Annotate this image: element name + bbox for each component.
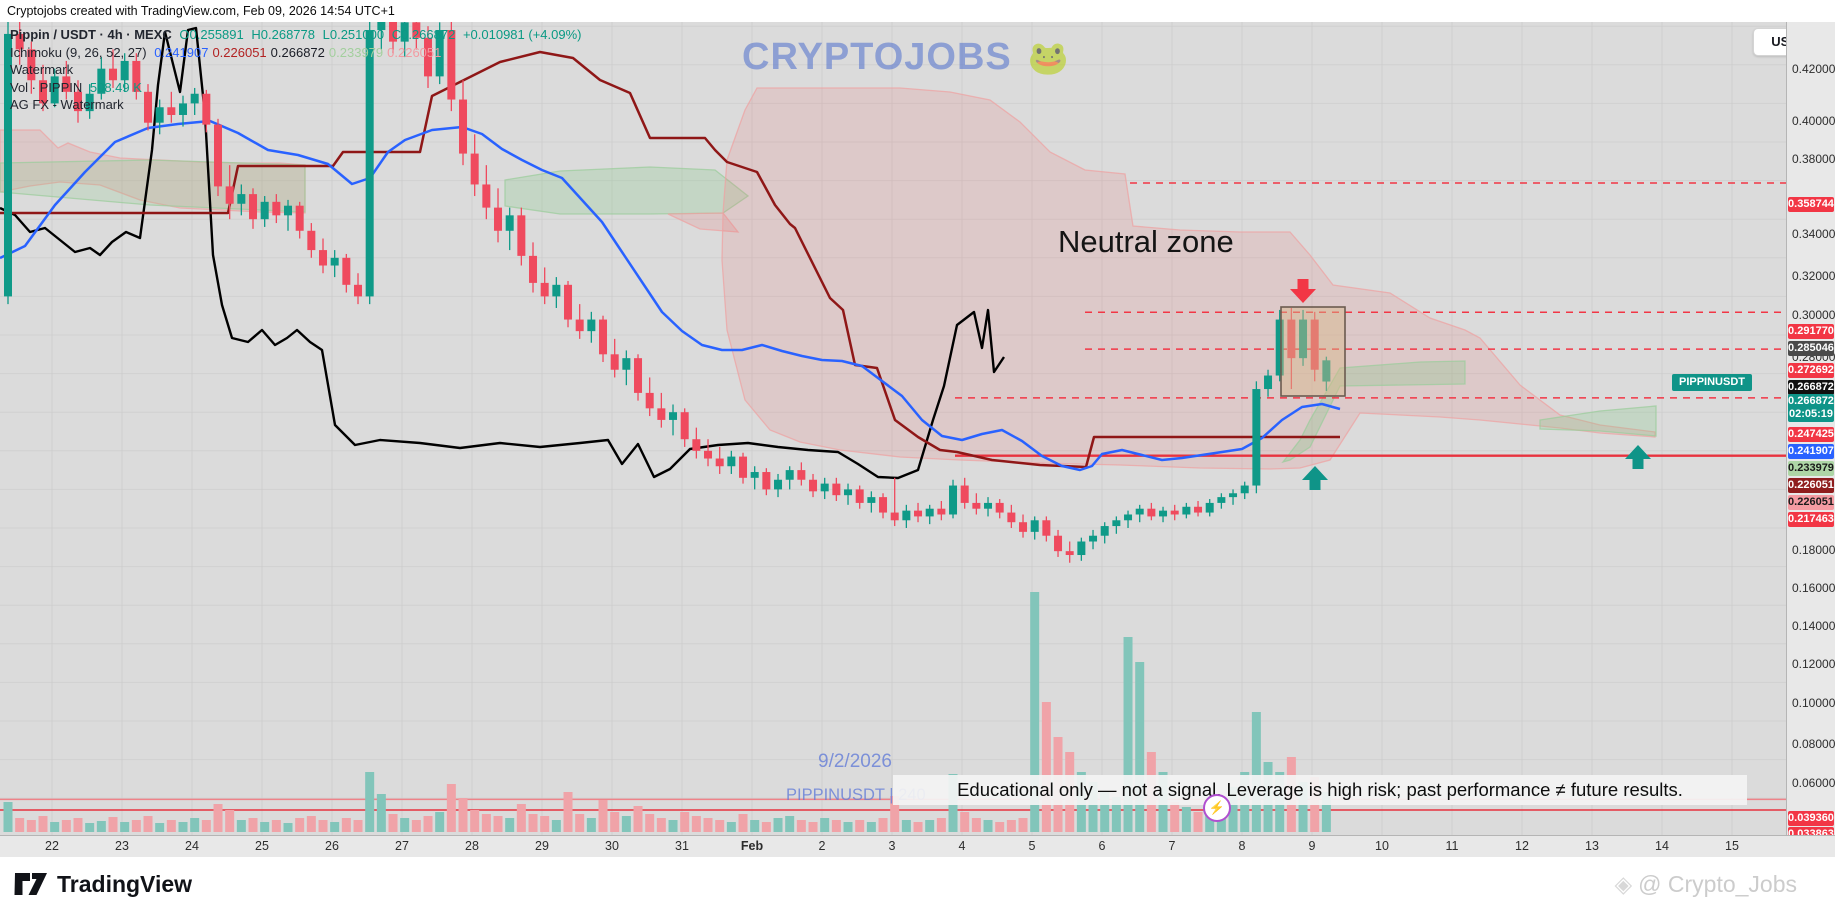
ichimoku-value: 0.266872	[270, 44, 325, 60]
price-label: 0.226051	[1788, 478, 1834, 493]
ohlc-open: O0.255891	[179, 27, 244, 42]
time-tick: 3	[888, 839, 896, 853]
ohlc-change: +0.010981 (+4.09%)	[462, 27, 582, 42]
legend-ichimoku-row: Ichimoku (9, 26, 52, 27) 0.241907 0.22605…	[10, 44, 582, 62]
time-tick: Feb	[740, 839, 764, 853]
price-label: 0.358744	[1788, 197, 1834, 212]
price-label: 0.241907	[1788, 444, 1834, 459]
time-tick: 27	[395, 839, 409, 853]
time-tick: 12	[1515, 839, 1529, 853]
time-tick: 24	[185, 839, 199, 853]
time-tick: 31	[675, 839, 689, 853]
time-tick: 11	[1445, 839, 1459, 853]
time-tick: 13	[1585, 839, 1599, 853]
price-label: 0.233979	[1788, 461, 1834, 476]
time-tick: 30	[605, 839, 619, 853]
watermark-date: 9/2/2026	[818, 751, 892, 772]
time-tick: 15	[1725, 839, 1739, 853]
disclaimer-banner: Educational only — not a signal. Leverag…	[893, 775, 1747, 805]
chart-canvas[interactable]	[0, 22, 1786, 835]
price-label: 0.291770	[1788, 324, 1834, 339]
credit-watermark: ◈ @ Crypto_Jobs	[1614, 871, 1797, 898]
ichimoku-label: Ichimoku (9, 26, 52, 27)	[10, 44, 147, 60]
ichimoku-value: 0.241907	[154, 44, 209, 60]
time-tick: 4	[958, 839, 966, 853]
center-watermark-text: CRYPTOJOBS	[742, 36, 1012, 78]
ichimoku-values: 0.241907 0.226051 0.266872 0.233979 0.226051	[150, 45, 441, 60]
time-tick: 8	[1238, 839, 1246, 853]
price-label: 0.266872	[1788, 380, 1834, 395]
ohlc-low: L0.251000	[322, 27, 385, 42]
time-tick: 26	[325, 839, 339, 853]
price-label: 0.039360	[1788, 811, 1834, 826]
symbol-price-tag: PIPPINUSDT	[1672, 374, 1752, 391]
time-tick: 23	[115, 839, 129, 853]
ichimoku-value: 0.226051	[387, 44, 442, 60]
time-tick: 10	[1375, 839, 1389, 853]
gem-icon: ◈	[1614, 871, 1633, 897]
center-watermark: CRYPTOJOBS 🐸	[742, 36, 1070, 79]
time-tick: 6	[1098, 839, 1106, 853]
screenshot-header: Cryptojobs created with TradingView.com,…	[0, 0, 1835, 22]
tradingview-brand-text: TradingView	[57, 870, 193, 897]
header-text: Cryptojobs created with TradingView.com,…	[7, 4, 395, 18]
price-label: 0.217463	[1788, 512, 1834, 527]
time-tick: 7	[1168, 839, 1176, 853]
chart-legend: Pippin / USDT · 4h · MEXC O0.255891 H0.2…	[10, 26, 582, 114]
neutral-zone-annotation: Neutral zone	[1058, 224, 1234, 259]
bottom-bar: TradingView ◈ @ Crypto_Jobs	[0, 857, 1835, 913]
ichimoku-value: 0.233979	[328, 44, 384, 60]
legend-volume-row: Vol · PIPPIN 508.49 K	[10, 79, 582, 97]
time-tick: 14	[1655, 839, 1669, 853]
tradingview-logo-icon	[14, 873, 47, 895]
time-tick: 25	[255, 839, 269, 853]
time-tick: 2	[818, 839, 826, 853]
price-label: 0.272692	[1788, 363, 1834, 378]
ohlc-close: C0.266872	[391, 27, 456, 42]
tradingview-logo[interactable]: TradingView	[14, 869, 192, 899]
time-tick: 5	[1028, 839, 1036, 853]
credit-text: @ Crypto_Jobs	[1638, 871, 1797, 897]
time-tick: 22	[45, 839, 59, 853]
symbol-title: Pippin / USDT · 4h · MEXC	[10, 27, 172, 42]
time-axis[interactable]: 22 23 24 25 26 27 28 29 30 31 Feb 2 3 4 5 6 7 8 9 10 11 12 13 1…	[0, 835, 1835, 857]
legend-watermark-row: Watermark	[10, 62, 74, 77]
legend-agfx-row: AG FX - Watermark	[10, 97, 124, 112]
price-label: 0.266872 02:05:19	[1788, 394, 1834, 422]
watermark-symbol-timeframe: PIPPINUSDT | 240	[786, 786, 926, 804]
chart-area[interactable]: Pippin / USDT · 4h · MEXC O0.255891 H0.2…	[0, 22, 1835, 835]
ohlc-high: H0.268778	[251, 27, 315, 42]
time-tick: 28	[465, 839, 479, 853]
ichimoku-value: 0.226051	[212, 44, 267, 60]
volume-label: Vol · PIPPIN	[10, 79, 83, 95]
time-tick: 9	[1308, 839, 1316, 853]
lightning-badge-icon: ⚡	[1203, 794, 1231, 822]
time-tick: 29	[535, 839, 549, 853]
frog-emoji-icon: 🐸	[1027, 39, 1070, 76]
price-label: 0.285046	[1788, 341, 1834, 356]
price-label: 0.226051	[1788, 495, 1834, 510]
volume-value: 508.49 K	[89, 79, 142, 95]
price-label: 0.247425	[1788, 427, 1834, 442]
legend-symbol-row: Pippin / USDT · 4h · MEXC O0.255891 H0.2…	[10, 26, 582, 44]
